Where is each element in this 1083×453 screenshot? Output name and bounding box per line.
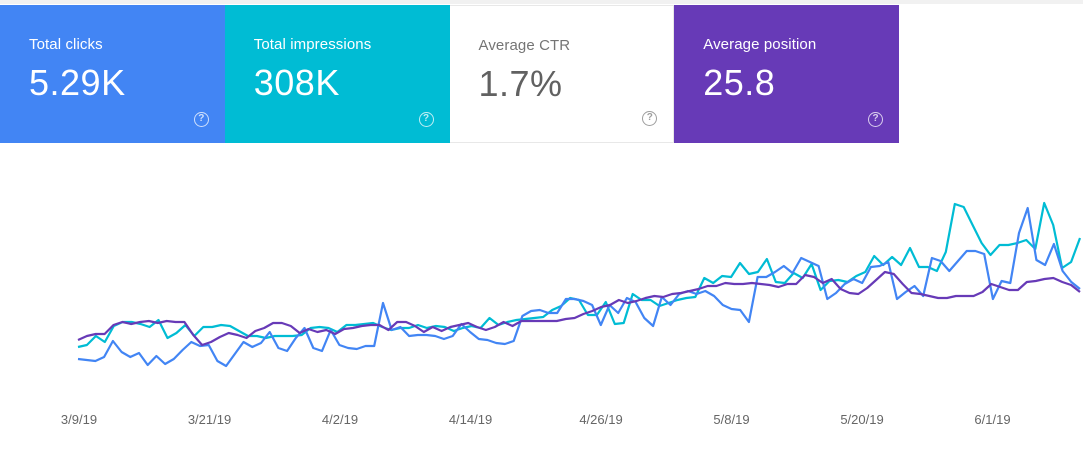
top-divider <box>0 0 1083 4</box>
card-value: 1.7% <box>478 63 563 104</box>
series-line-0 <box>77 201 1082 349</box>
average-position-card[interactable]: Average position 25.8 ? <box>674 5 899 143</box>
x-tick-label: 3/9/19 <box>61 412 97 427</box>
card-label: Total impressions <box>253 36 372 53</box>
total-clicks-card[interactable]: Total clicks 5.29K ? <box>0 5 225 143</box>
x-tick-label: 4/26/19 <box>579 412 622 427</box>
x-tick-label: 4/2/19 <box>322 412 358 427</box>
x-tick-label: 3/21/19 <box>188 412 231 427</box>
average-ctr-card[interactable]: Average CTR 1.7% ? <box>449 5 675 143</box>
help-icon[interactable]: ? <box>642 111 658 126</box>
help-icon[interactable]: ? <box>868 112 883 127</box>
x-tick-label: 5/8/19 <box>713 412 749 427</box>
help-icon[interactable]: ? <box>418 112 434 127</box>
x-tick-label: 5/20/19 <box>840 412 883 427</box>
series-line-2 <box>77 270 1081 347</box>
x-tick-label: 4/14/19 <box>449 412 492 427</box>
card-label: Total clicks <box>29 36 103 53</box>
card-label: Average position <box>703 36 817 53</box>
performance-line-chart: 3/9/19 3/21/19 4/2/19 4/14/19 4/26/19 5/8/19 5… <box>61 201 1082 427</box>
card-value: 5.29K <box>29 62 126 103</box>
card-value: 308K <box>253 62 340 103</box>
x-tick-label: 6/1/19 <box>974 412 1010 427</box>
card-label: Average CTR <box>478 37 571 54</box>
metric-cards: Total clicks 5.29K ? Total impressions 3… <box>0 5 899 143</box>
series-line-1 <box>77 206 1081 368</box>
card-value: 25.8 <box>703 62 776 103</box>
total-impressions-card[interactable]: Total impressions 308K ? <box>224 5 450 143</box>
help-icon[interactable]: ? <box>193 112 209 127</box>
